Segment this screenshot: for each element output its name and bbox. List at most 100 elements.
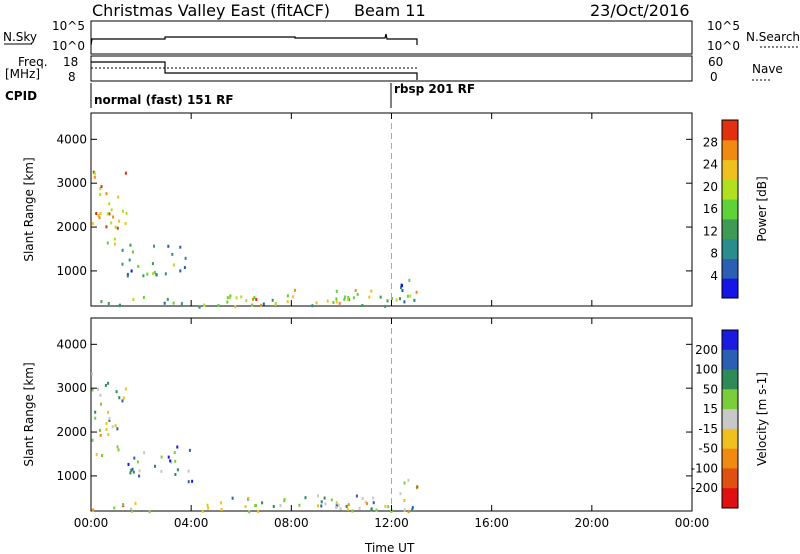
heatmap-cell: [131, 250, 134, 254]
heatmap-cell: [91, 438, 94, 442]
colorbar-label: Velocity [m s-1]: [755, 372, 769, 466]
heatmap-cell: [155, 273, 158, 276]
nsky-trace: [90, 33, 418, 46]
date-label: 23/Oct/2016: [590, 1, 690, 20]
heatmap-cell: [154, 464, 156, 468]
heatmap-cell: [126, 272, 129, 276]
heatmap-cell: [379, 295, 382, 299]
heatmap-cell: [138, 469, 141, 473]
heatmap-cell: [115, 390, 118, 394]
beam-label: Beam 11: [354, 1, 426, 20]
heatmap-cell: [107, 410, 110, 414]
heatmap-cell: [122, 503, 124, 506]
heatmap-cell: [354, 289, 357, 293]
heatmap-cell: [320, 504, 323, 508]
heatmap-cell: [248, 510, 251, 514]
heatmap-cell: [343, 297, 346, 301]
heatmap-cell: [111, 425, 114, 429]
nsearch-tick-bottom: 10^0: [707, 39, 740, 53]
x-tick-label: 12:00: [374, 516, 409, 530]
heatmap-cell: [315, 301, 318, 305]
heatmap-cells: [91, 372, 419, 514]
colorbar-swatch: [722, 159, 738, 180]
heatmap-cell: [255, 298, 258, 301]
heatmap-cell: [228, 296, 231, 300]
heatmap-cell: [220, 501, 223, 505]
heatmap-cell: [339, 507, 342, 511]
heatmap-cell: [352, 296, 355, 300]
heatmap-cell: [160, 455, 163, 459]
heatmap-cell: [114, 242, 116, 246]
heatmap-cell: [187, 469, 190, 473]
heatmap-cell: [348, 298, 351, 302]
heatmap-cell: [184, 256, 187, 260]
heatmap-cell: [91, 372, 94, 376]
heatmap-cell: [220, 508, 223, 511]
heatmap-cell: [108, 417, 111, 420]
y-axis-label: Slant Range [km]: [22, 362, 36, 466]
heatmap-cell: [93, 171, 96, 175]
colorbar-swatch: [722, 369, 738, 390]
cpid-label: CPID: [5, 89, 37, 103]
heatmap-cell: [93, 175, 96, 179]
heatmap-cell: [401, 289, 404, 292]
colorbar-swatch: [722, 488, 738, 509]
y-tick-label: 2000: [56, 220, 87, 234]
heatmap-cell: [251, 303, 254, 307]
heatmap-cell: [400, 286, 402, 290]
heatmap-cell: [91, 388, 94, 392]
heatmap-cell: [226, 300, 229, 304]
y-tick-label: 3000: [56, 176, 87, 190]
colorbar-tick-label: 15: [703, 402, 718, 416]
heatmap-cell: [399, 297, 401, 301]
heatmap-cell: [293, 288, 296, 292]
heatmap-cell: [247, 496, 250, 500]
heatmap-cell: [415, 290, 418, 294]
colorbar-tick-label: 16: [703, 202, 718, 216]
heatmap-cell: [116, 445, 119, 449]
heatmap-cell: [142, 274, 145, 278]
y-tick-label: 4000: [56, 337, 87, 351]
heatmap-cell: [416, 485, 419, 489]
colorbar-swatch: [722, 330, 738, 351]
colorbar-swatch: [722, 409, 738, 430]
x-tick-label: 00:00: [74, 516, 109, 530]
x-tick-label: 00:00: [675, 516, 710, 530]
heatmap-cell: [372, 496, 375, 500]
heatmap-cell: [298, 503, 301, 507]
heatmap-cell: [291, 295, 294, 299]
heatmap-cell: [324, 502, 327, 506]
heatmap-cell: [117, 448, 120, 452]
heatmap-cell: [97, 387, 99, 391]
heatmap-cell: [108, 419, 111, 422]
colorbar-swatch: [722, 120, 738, 141]
cpid-segment-1: normal (fast) 151 RF: [94, 93, 234, 107]
heatmap-cell: [171, 252, 174, 256]
heatmap-cell: [130, 269, 133, 273]
heatmap-cell: [244, 505, 247, 509]
heatmap-cell: [92, 508, 95, 512]
heatmap-cell: [403, 508, 406, 512]
heatmap-cell: [304, 496, 307, 500]
heatmap-cell: [114, 424, 117, 428]
heatmap-cell: [286, 300, 289, 304]
heatmap-cell: [100, 402, 102, 406]
heatmap-cell: [347, 298, 350, 302]
heatmap-cell: [97, 214, 100, 217]
heatmap-cell: [107, 381, 110, 385]
heatmap-cell: [411, 508, 414, 512]
heatmap-cell: [203, 303, 206, 307]
colorbar-tick-label: 100: [695, 363, 718, 377]
heatmap-cell: [143, 451, 146, 455]
heatmap-cell: [231, 496, 234, 500]
heatmap-cell: [345, 504, 348, 508]
colorbar-swatch: [722, 258, 738, 279]
heatmap-cell: [126, 274, 129, 278]
colorbar-tick-label: -50: [698, 442, 718, 456]
heatmap-cell: [260, 303, 263, 307]
heatmap-cell: [320, 500, 323, 504]
x-tick-label: 16:00: [474, 516, 509, 530]
heatmap-cell: [407, 478, 410, 482]
heatmap-cell: [119, 303, 121, 307]
heatmap-cell: [131, 509, 134, 513]
